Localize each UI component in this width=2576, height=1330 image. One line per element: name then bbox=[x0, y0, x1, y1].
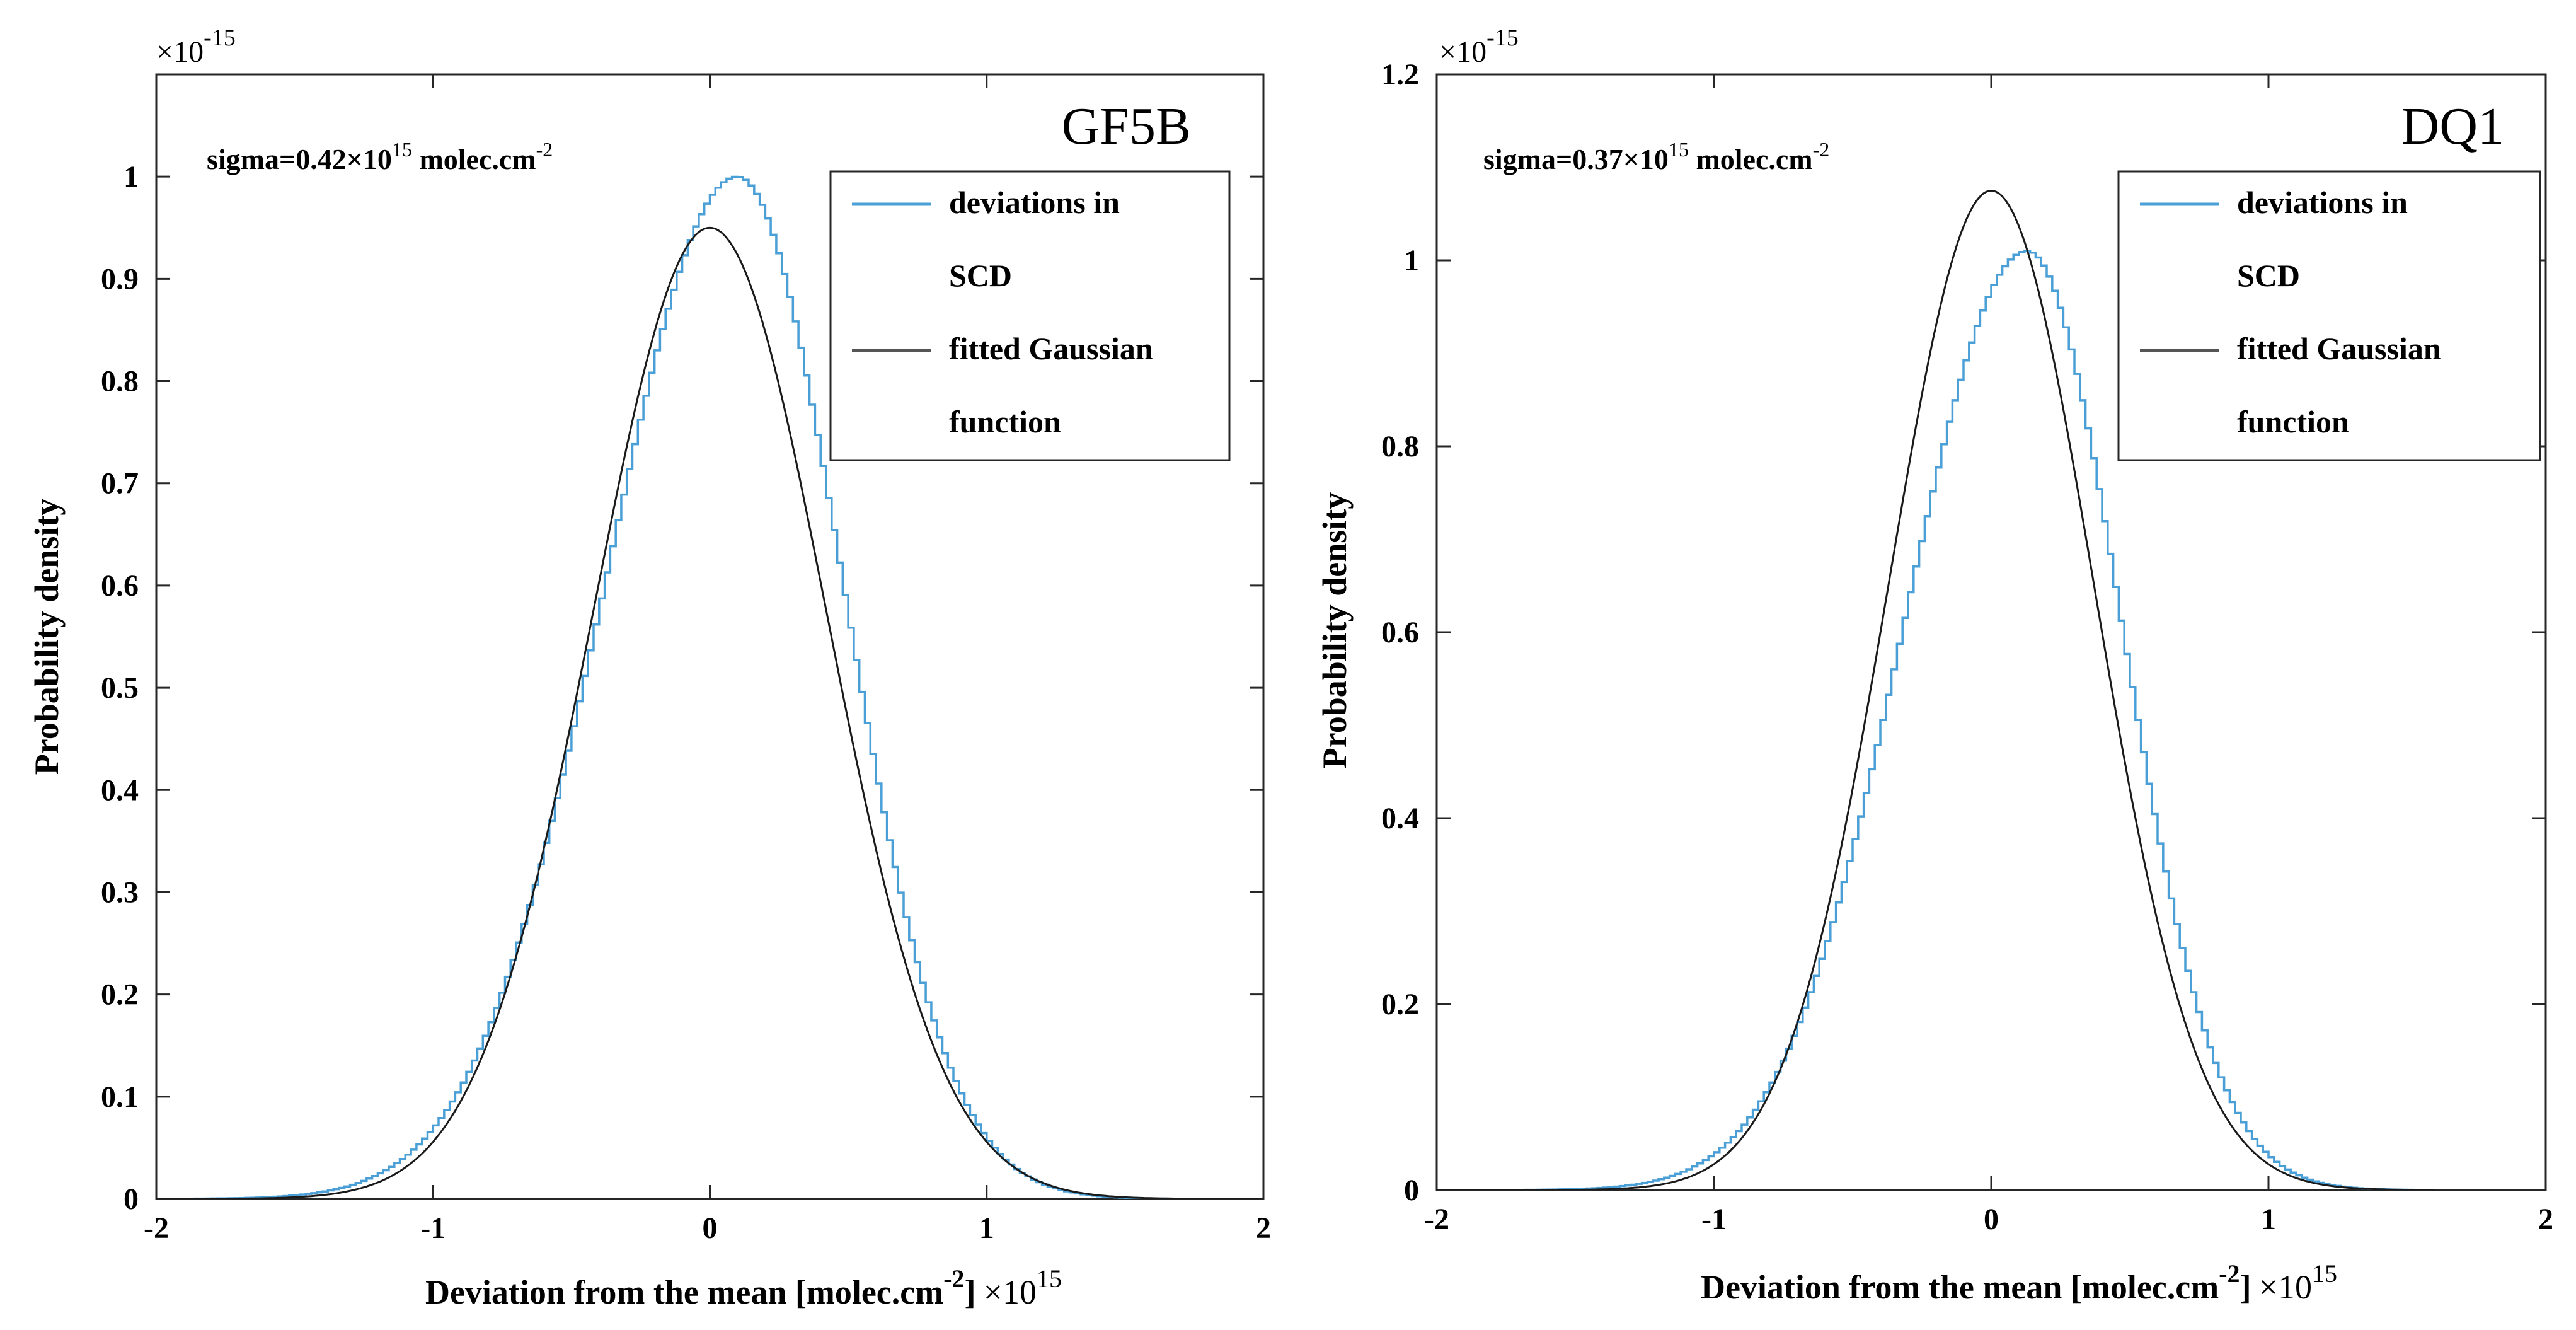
y-tick-label: 0.2 bbox=[1381, 988, 1419, 1021]
y-tick-label: 0.6 bbox=[101, 569, 139, 603]
x-tick-label: 2 bbox=[2538, 1203, 2553, 1236]
sigma-annotation: sigma=0.37×1015 molec.cm-2 bbox=[1483, 138, 1829, 175]
sigma-annotation: sigma=0.42×1015 molec.cm-2 bbox=[207, 138, 553, 175]
x-tick-label: -2 bbox=[1424, 1203, 1449, 1236]
x-tick-label: 0 bbox=[703, 1211, 718, 1245]
y-axis-label: Probability density bbox=[28, 499, 66, 775]
chart-panel-dq1: -2 -1 0 1 2 0 0.2 0.4 0.6 0.8 1 1.2 ×10-15 Probabilit… bbox=[1288, 0, 2576, 1327]
chart-svg-dq1: -2 -1 0 1 200.20.40.60.811.2×10-15Probabilit… bbox=[1316, 25, 2553, 1306]
y-tick-label: 0 bbox=[124, 1183, 139, 1216]
y-tick-label: 1 bbox=[1404, 244, 1419, 277]
sigma-suffix: molec.cm bbox=[412, 143, 536, 175]
sigma-prefix: sigma=0.42×10 bbox=[207, 143, 392, 175]
sigma-sup2: -2 bbox=[536, 138, 553, 161]
x-axis-label-sup2: 15 bbox=[2312, 1259, 2337, 1288]
x-axis-label-main: Deviation from the mean [molec.cm bbox=[1701, 1268, 2219, 1306]
y-tick-label: 1.2 bbox=[1381, 58, 1419, 91]
y-tick-label: 0 bbox=[1404, 1174, 1419, 1207]
histogram-series-line bbox=[156, 175, 1263, 1199]
x-tick-label: 1 bbox=[2261, 1203, 2276, 1236]
y-tick-label: 0.4 bbox=[1381, 802, 1419, 835]
legend-entry-text: fitted Gaussian bbox=[2237, 331, 2441, 366]
legend-entry-text: deviations in bbox=[949, 185, 1120, 220]
y-exponent-label: ×10-15 bbox=[1439, 25, 1519, 69]
legend-entry-text: SCD bbox=[949, 258, 1012, 293]
gaussian-fit-line bbox=[1437, 189, 2435, 1190]
sigma-sup: 15 bbox=[1669, 138, 1689, 161]
legend-box bbox=[829, 170, 1231, 461]
legend-entry-text: function bbox=[949, 404, 1061, 439]
y-tick-label: 0.9 bbox=[101, 262, 139, 296]
sigma-suffix: molec.cm bbox=[1689, 143, 1813, 175]
x-axis-label-bracket: ] bbox=[965, 1273, 976, 1311]
y-tick-label: 0.8 bbox=[1381, 430, 1419, 463]
x-axis-label-sup: -2 bbox=[2219, 1259, 2240, 1288]
x-axis-label-times: ×10 bbox=[984, 1273, 1037, 1311]
y-exponent-label: ×10-15 bbox=[156, 25, 236, 69]
y-exponent-base: ×10 bbox=[156, 35, 204, 69]
y-tick-label: 0.7 bbox=[101, 467, 139, 500]
y-axis-label: Probability density bbox=[1316, 492, 1354, 769]
x-tick-label: -1 bbox=[1701, 1203, 1727, 1236]
y-tick-label: 0.1 bbox=[101, 1080, 139, 1114]
legend: deviations in SCD fitted Gaussian function bbox=[829, 170, 1231, 461]
x-axis-label-main: Deviation from the mean [molec.cm bbox=[425, 1273, 943, 1311]
x-tick-label: -1 bbox=[420, 1211, 446, 1245]
panel-label: GF5B bbox=[1062, 97, 1191, 156]
x-tick-label: -2 bbox=[144, 1211, 169, 1245]
histogram-series-line bbox=[1437, 250, 2435, 1190]
sigma-prefix: sigma=0.37×10 bbox=[1483, 143, 1669, 175]
legend: deviations in SCD fitted Gaussian function bbox=[2117, 170, 2541, 461]
legend-entry-text: fitted Gaussian bbox=[949, 331, 1153, 366]
y-tick-label: 0.2 bbox=[101, 978, 139, 1012]
y-exponent-sup: -15 bbox=[204, 25, 236, 51]
chart-svg-gf5b: -2 -1 0 1 200.10.20.30.40.50.60.70.80.91×10-… bbox=[28, 25, 1271, 1311]
x-tick-label: 0 bbox=[1984, 1203, 1999, 1236]
x-axis-label-sup: -2 bbox=[943, 1264, 964, 1293]
y-exponent-base: ×10 bbox=[1439, 35, 1486, 69]
panel-label: DQ1 bbox=[2401, 97, 2504, 156]
gaussian-fit-line bbox=[156, 226, 1263, 1199]
sigma-sup: 15 bbox=[392, 138, 412, 161]
y-exponent-sup: -15 bbox=[1486, 25, 1519, 51]
y-tick-label: 0.5 bbox=[101, 671, 139, 705]
y-tick-label: 1 bbox=[124, 160, 139, 194]
legend-box bbox=[2117, 170, 2541, 461]
x-axis-label-sup2: 15 bbox=[1037, 1264, 1062, 1293]
chart-panel-gf5b: -2 -1 0 1 2 0 0.1 0.2 0.3 0.4 0.5 0.6 0.7 0.8 0.9 1 ×10-… bbox=[0, 0, 1288, 1327]
y-tick-label: 0.6 bbox=[1381, 616, 1419, 649]
y-tick-label: 0.8 bbox=[101, 365, 139, 398]
x-axis-label: Deviation from the mean [molec.cm-2] ×101… bbox=[425, 1264, 1062, 1311]
legend-entry-text: SCD bbox=[2237, 258, 2300, 293]
legend-entry-text: deviations in bbox=[2237, 185, 2408, 220]
legend-entry-text: function bbox=[2237, 404, 2349, 439]
x-tick-label: 1 bbox=[979, 1211, 994, 1245]
x-axis-label: Deviation from the mean [molec.cm-2] ×101… bbox=[1701, 1259, 2337, 1306]
x-tick-label: 2 bbox=[1256, 1211, 1271, 1245]
x-axis-label-times: ×10 bbox=[2259, 1268, 2312, 1306]
x-axis-label-bracket: ] bbox=[2240, 1268, 2251, 1306]
y-tick-label: 0.4 bbox=[101, 773, 139, 807]
y-tick-label: 0.3 bbox=[101, 876, 139, 909]
sigma-sup2: -2 bbox=[1813, 138, 1830, 161]
